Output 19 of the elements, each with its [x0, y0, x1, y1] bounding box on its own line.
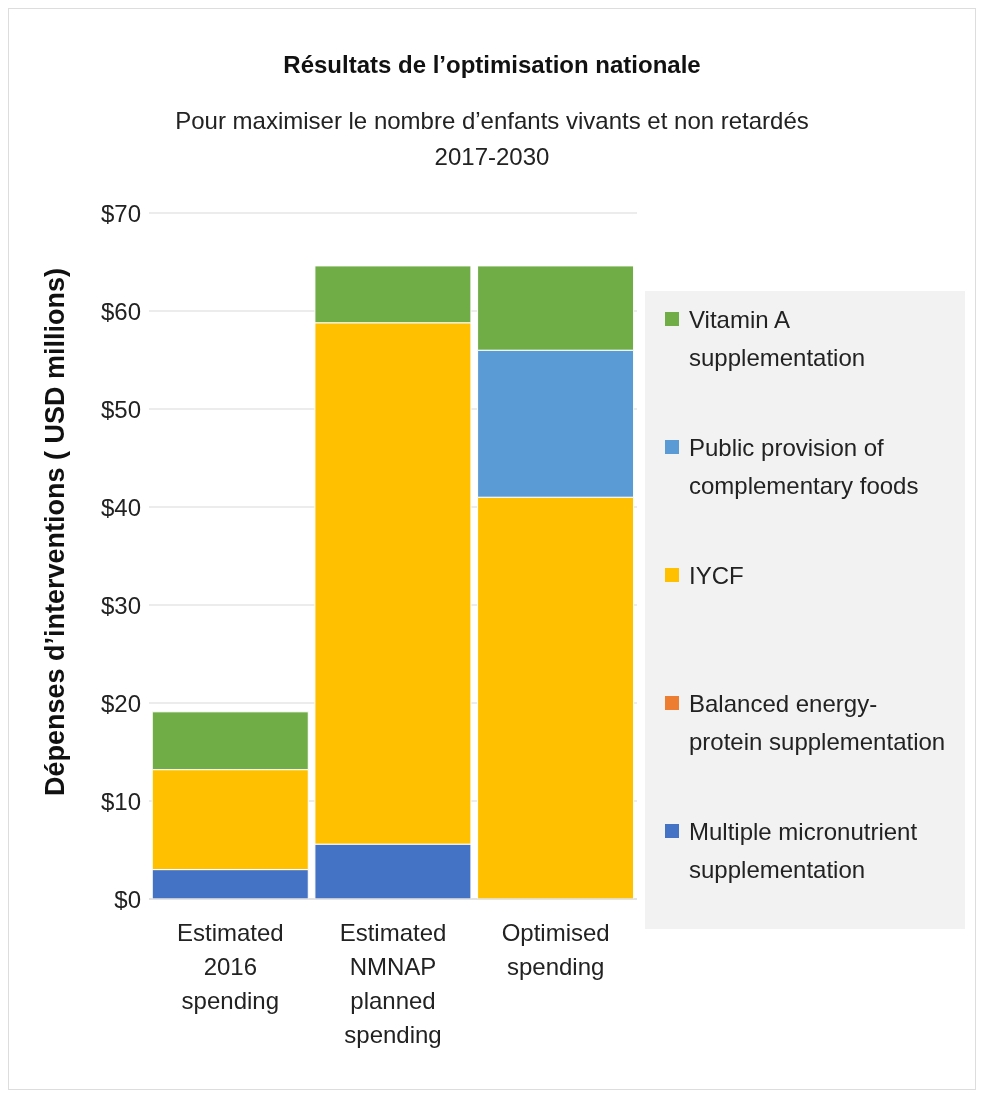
x-tick-label: Estimated 2016 spending	[176, 919, 284, 1014]
x-tick-label: Optimised spending	[501, 919, 610, 980]
y-axis-title: Dépenses d’interventions ( USD millions)	[39, 267, 70, 796]
legend-label: Public provision of complementary foods	[689, 433, 920, 501]
legend-label: Vitamin A supplementation	[689, 305, 867, 373]
y-tick-label: $40	[100, 493, 141, 521]
legend-label: Multiple micronutrient supplementation	[689, 817, 919, 885]
legend-label: Balanced energy-protein supplementation	[689, 689, 947, 757]
chart-subtitle: Pour maximiser le nombre d’enfants vivants et non retardés 2017-2030	[174, 106, 810, 172]
y-tick-label: $50	[100, 395, 141, 423]
text: IYCF	[689, 561, 745, 591]
y-tick-label: $20	[100, 689, 141, 717]
y-tick-label: $70	[100, 199, 141, 227]
y-tick-label: $10	[100, 787, 141, 815]
y-tick-label: $60	[100, 297, 141, 325]
x-tick-label: Estimated NMNAP planned spending	[339, 919, 447, 1048]
chart-title: Résultats de l’optimisation nationale	[282, 50, 702, 79]
y-tick-label: $0	[114, 885, 141, 913]
y-tick-label: $30	[100, 591, 141, 619]
